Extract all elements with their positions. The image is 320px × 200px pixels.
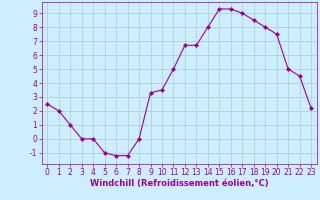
X-axis label: Windchill (Refroidissement éolien,°C): Windchill (Refroidissement éolien,°C) bbox=[90, 179, 268, 188]
